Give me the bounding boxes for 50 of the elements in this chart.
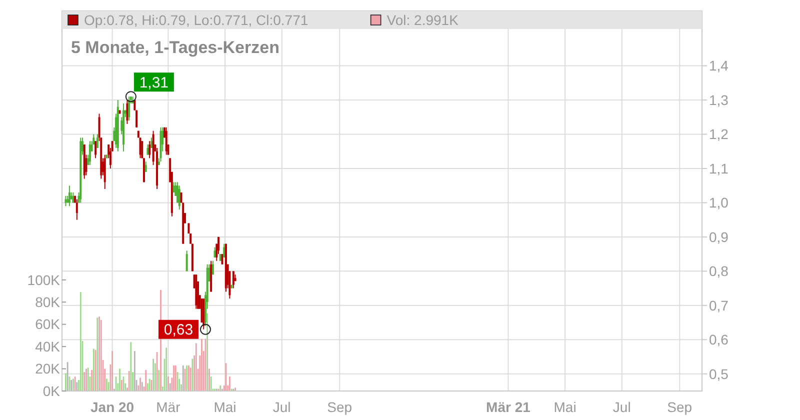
candlestick (218, 236, 220, 255)
y-tick-label: 1,4 (709, 58, 729, 74)
candlestick (190, 233, 192, 244)
x-tick-label: Jan 20 (90, 399, 134, 415)
y-tick-label: 1,3 (709, 92, 729, 108)
x-tick-label: Sep (667, 399, 692, 415)
annotation: 1,31 (139, 74, 169, 92)
y2-tick-label: 80K (35, 294, 61, 310)
x-tick-label: Mär 21 (486, 399, 531, 415)
y2-tick-label: 20K (35, 360, 61, 377)
y-tick-label: 0,7 (709, 297, 729, 314)
y-tick-label: 0,6 (709, 332, 729, 348)
candlestick (96, 134, 98, 148)
x-tick-label: Mai (554, 399, 576, 415)
candlestick (212, 260, 214, 276)
x-tick-label: Jul (612, 399, 631, 415)
x-tick-label: Sep (327, 399, 352, 415)
y-tick-label: 1,2 (709, 126, 729, 142)
legend-label: Op:0.78, Hi:0.79, Lo:0.771, Cl:0.771 (84, 12, 308, 28)
candlestick (223, 243, 226, 258)
y-tick-label: 1,0 (709, 194, 729, 211)
x-tick-label: Mai (214, 399, 236, 415)
candlestick (146, 144, 149, 156)
y-tick-label: 0,9 (709, 228, 729, 245)
y-tick-label: 0,8 (709, 263, 729, 280)
y-tick-label: 0,5 (709, 366, 729, 382)
candlestick (104, 154, 106, 190)
candlestick (144, 161, 147, 172)
candlestick (221, 254, 224, 265)
text: 5 Monate, 1-Tages-Kerzen (71, 38, 280, 57)
legend-label: Vol: 2.991K (386, 12, 460, 28)
y2-tick-label: 40K (35, 338, 61, 354)
candlestick (165, 126, 168, 156)
candlestick (186, 250, 188, 272)
candlestick (88, 140, 91, 166)
y2-tick-label: 60K (35, 316, 61, 332)
candlestick (126, 100, 128, 124)
x-tick-label: Jul (272, 399, 291, 415)
candlestick (148, 140, 151, 159)
candlestick (76, 198, 78, 220)
candlestick (150, 137, 152, 148)
y2-tick-label: 0K (42, 382, 61, 399)
x-tick-label: Mär (156, 399, 181, 415)
candlestick (136, 110, 138, 128)
candlestick (142, 158, 145, 183)
candlestick (141, 140, 144, 159)
annotation: 0,63 (164, 322, 194, 339)
y-tick-label: 1,1 (709, 160, 729, 176)
y2-tick-label: 100K (27, 272, 61, 288)
candlestick (94, 140, 97, 159)
